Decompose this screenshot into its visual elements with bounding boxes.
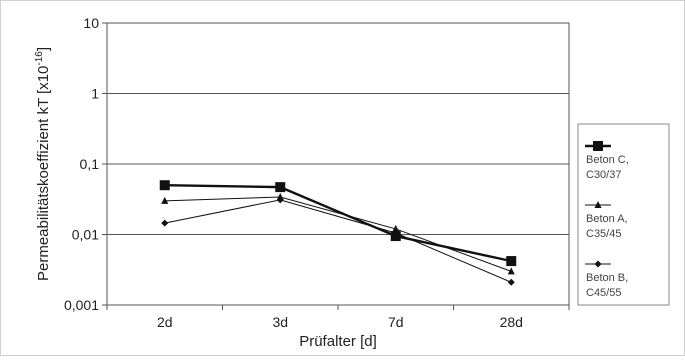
x-tick-label: 7d (388, 314, 404, 330)
x-tick-label: 3d (272, 314, 288, 330)
data-point-square (159, 180, 170, 191)
legend-marker-triangle (594, 201, 602, 208)
data-point-square (506, 256, 517, 267)
series-line-square (164, 184, 512, 263)
y-tick-label: 10 (83, 15, 99, 31)
data-point-triangle (161, 196, 169, 204)
y-tick-label: 0,1 (80, 156, 100, 172)
x-tick-label: 28d (500, 314, 523, 330)
data-point-diamond (507, 278, 515, 286)
data-point-diamond (161, 219, 169, 227)
y-axis-title: Permeabilitätskoeffizient kT [x10-16] (34, 47, 52, 281)
legend-label: Beton C, (586, 154, 629, 166)
legend-marker-square (593, 141, 603, 151)
y-axis-title-suffix: ] (35, 47, 52, 51)
legend-label: Beton B, (586, 272, 628, 284)
legend-label: C45/55 (586, 287, 621, 299)
y-tick-label: 0,01 (72, 227, 99, 243)
data-point-diamond (392, 229, 400, 237)
data-point-diamond (276, 196, 284, 204)
legend-label: Beton A, (586, 213, 628, 225)
y-tick-label: 1 (91, 86, 99, 102)
legend-label: C30/37 (586, 169, 621, 181)
data-point-triangle (507, 267, 515, 275)
legend-box (577, 123, 670, 306)
x-tick-label: 2d (157, 314, 173, 330)
y-axis-title-main: Permeabilitätskoeffizient kT [x10 (35, 66, 52, 281)
y-tick-label: 0,001 (64, 297, 99, 313)
series-line-diamond (164, 199, 512, 283)
data-point-square (275, 182, 286, 193)
data-point-triangle (392, 224, 400, 232)
legend-label: C35/45 (586, 228, 621, 240)
x-axis-title: Prüfalter [d] (299, 333, 377, 350)
series-line-triangle (164, 196, 512, 272)
y-axis-title-exponent: -16 (34, 51, 45, 66)
legend-marker-diamond (594, 260, 602, 268)
